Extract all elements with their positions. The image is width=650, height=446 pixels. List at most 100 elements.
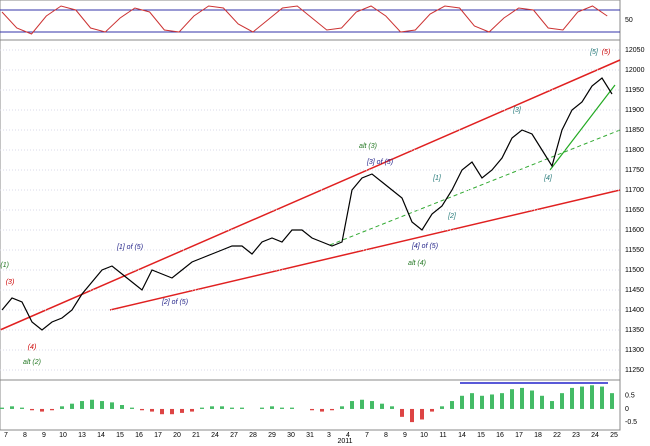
- histogram-bar: [0, 407, 4, 409]
- y-tick-label: 0: [625, 406, 629, 413]
- histogram-bar: [330, 408, 334, 411]
- histogram-bar: [50, 408, 54, 411]
- x-tick-label: 30: [287, 432, 295, 439]
- histogram-bar: [210, 406, 214, 409]
- histogram-bar: [280, 407, 284, 409]
- y-tick-label: 11350: [625, 327, 644, 334]
- x-tick-label: 8: [384, 432, 388, 439]
- wave-label: [1] of (5): [116, 244, 143, 251]
- y-tick-label: 11250: [625, 367, 644, 374]
- histogram-bar: [110, 402, 114, 409]
- x-tick-label: 14: [97, 432, 105, 439]
- y-tick-label: 11600: [625, 227, 644, 234]
- histogram-bar: [400, 408, 404, 417]
- wave-label: alt (2): [23, 359, 41, 366]
- histogram-bar: [220, 406, 224, 409]
- y-tick-label: 11650: [625, 207, 644, 214]
- x-tick-label: 31: [306, 432, 314, 439]
- wave-label: alt (1): [0, 262, 9, 269]
- histogram-bar: [540, 395, 544, 409]
- wave-label: [1]: [432, 175, 442, 182]
- histogram-bar: [100, 401, 104, 409]
- histogram-bar: [70, 403, 74, 409]
- histogram-bar: [550, 401, 554, 409]
- series-line: [1, 5, 608, 35]
- y-tick-label: 11900: [625, 107, 644, 114]
- x-tick-label: 22: [553, 432, 561, 439]
- x-tick-label: 23: [572, 432, 580, 439]
- x-tick-label: 13: [78, 432, 86, 439]
- x-tick-label: 11: [439, 432, 446, 439]
- histogram-bar: [500, 393, 504, 409]
- histogram-bar: [310, 408, 314, 411]
- x-tick-label: 9: [42, 432, 46, 439]
- dashed-trend: [329, 129, 621, 246]
- wave-label: [3]: [512, 107, 522, 114]
- x-tick-label: 15: [477, 432, 485, 439]
- histogram-bar: [80, 401, 84, 409]
- histogram-bar: [520, 387, 524, 409]
- histogram-bar: [180, 408, 184, 413]
- histogram-bar: [380, 403, 384, 409]
- wave-label: [5]: [589, 49, 599, 56]
- histogram-bar: [40, 408, 44, 412]
- wave-label: (5): [602, 49, 611, 56]
- green-trend: [549, 84, 616, 171]
- y-tick-label: 11550: [625, 247, 644, 254]
- y-tick-label: 11400: [625, 307, 644, 314]
- wave-label: [4] of (5): [411, 243, 438, 250]
- wave-label: (4): [28, 344, 37, 351]
- histogram-bar: [160, 408, 164, 415]
- histogram-bar: [260, 407, 264, 409]
- y-tick-label: 0.5: [625, 393, 635, 400]
- x-tick-label: 16: [135, 432, 143, 439]
- histogram-bar: [510, 389, 514, 409]
- wave-label: [2] of (5): [161, 299, 188, 306]
- histogram-bar: [490, 394, 494, 409]
- x-tick-label: 17: [154, 432, 162, 439]
- x-tick-label: 7: [4, 432, 8, 439]
- histogram-bar: [570, 387, 574, 409]
- histogram-bar: [600, 386, 604, 409]
- y-tick-label: 11700: [625, 187, 644, 194]
- y-tick-label: 11500: [625, 267, 644, 274]
- x-tick-label: 10: [59, 432, 67, 439]
- x-tick-label: 20: [173, 432, 181, 439]
- histogram-bar: [360, 399, 364, 409]
- stochastic-panel: [0, 0, 621, 41]
- x-tick-label: 25: [610, 432, 618, 439]
- histogram-bar: [410, 408, 414, 423]
- x-tick-label: 28: [249, 432, 257, 439]
- wave-label: [4]: [543, 175, 553, 182]
- y-tick-label: 11300: [625, 347, 644, 354]
- x-tick-label: 3: [327, 432, 331, 439]
- wave-label: alt (3): [359, 143, 377, 150]
- histogram-bar: [20, 407, 24, 409]
- x-tick-label: 7: [365, 432, 369, 439]
- y-tick-label: 12000: [625, 67, 645, 74]
- histogram-bar: [320, 408, 324, 412]
- histogram-bar: [480, 395, 484, 409]
- histogram-bar: [60, 406, 64, 409]
- x-tick-label: 24: [591, 432, 599, 439]
- histogram-bar: [470, 393, 474, 409]
- histogram-bar: [30, 408, 34, 411]
- channel-top: [0, 59, 621, 331]
- histogram-bar: [270, 406, 274, 409]
- y-tick-label: -0.5: [625, 419, 637, 426]
- wave-label: [3] of (5): [366, 159, 393, 166]
- histogram-bar: [200, 407, 204, 409]
- histogram-bar: [590, 385, 594, 409]
- wave-label: alt (4): [408, 260, 426, 267]
- histogram-bar: [290, 407, 294, 409]
- histogram-bar: [580, 386, 584, 409]
- y-tick-label: 11850: [625, 127, 644, 134]
- histogram-bar: [370, 401, 374, 409]
- histogram-bar: [150, 408, 154, 412]
- histogram-bar: [120, 405, 124, 409]
- wave-label: (3): [6, 279, 15, 286]
- series-line: [1, 77, 613, 331]
- x-tick-label: 4: [346, 432, 350, 439]
- histogram-bar: [560, 393, 564, 409]
